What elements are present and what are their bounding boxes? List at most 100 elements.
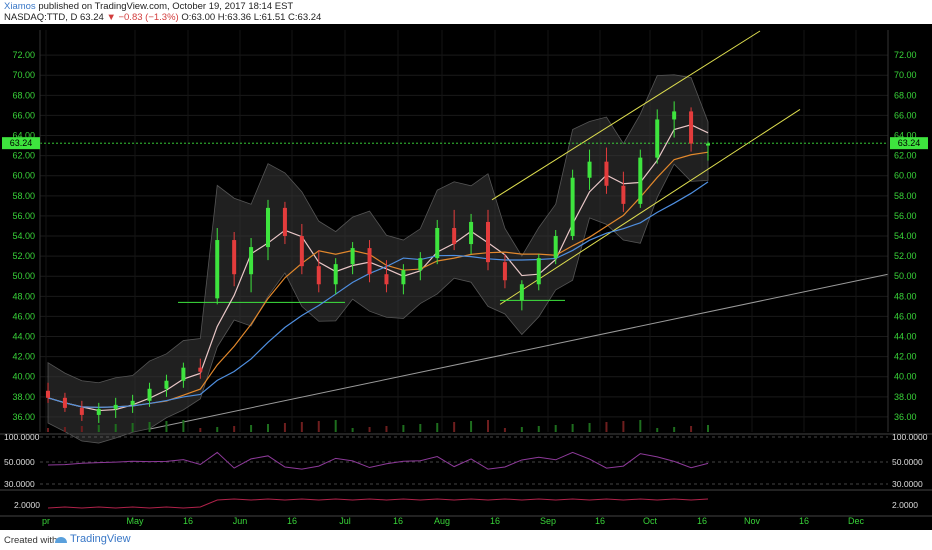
volume-bar (605, 422, 608, 432)
candle-body (621, 185, 626, 204)
rsi-line (47, 451, 709, 470)
candle-body (316, 266, 321, 285)
volume-bar (351, 428, 354, 432)
candle-body (215, 240, 220, 299)
price-tick-label-right: 72.00 (894, 50, 917, 60)
time-tick-label: Dec (848, 516, 865, 526)
channel-upper-line (491, 30, 761, 201)
volume-bar (199, 428, 202, 432)
volume-bar (216, 427, 219, 432)
candle-body (587, 161, 592, 178)
price-tick-label-left: 64.00 (12, 131, 35, 141)
candle-body (266, 207, 270, 248)
volume-bar (487, 420, 489, 432)
volume-bar (503, 428, 506, 432)
candle-body (604, 161, 609, 186)
price-tick-label-right: 64.00 (894, 131, 917, 141)
low-value: L:61.51 (253, 12, 286, 23)
volume-bar (537, 426, 540, 432)
price-tick-label-left: 52.00 (12, 251, 35, 261)
candle-body (536, 258, 541, 285)
volume-bars (47, 420, 709, 432)
time-tick-label: 16 (595, 516, 605, 526)
candle-body (519, 284, 524, 301)
price-tick-label-right: 68.00 (894, 90, 917, 100)
candle-body (232, 240, 237, 275)
volume-bar (419, 424, 422, 432)
candle-body (367, 248, 372, 275)
price-tick-label-left: 72.00 (12, 50, 35, 60)
candle-body (147, 388, 152, 401)
price-tick-label-right: 60.00 (894, 171, 917, 181)
price-tick-label-right: 66.00 (894, 110, 917, 120)
last-price-tag-label-right: 63.24 (898, 138, 921, 148)
volume-bar (656, 428, 659, 432)
tradingview-brand[interactable]: TradingView (70, 533, 131, 545)
price-axes: 72.00 72.00 70.00 70.00 68.00 68.00 66.00 66.00… (2, 30, 928, 432)
chart-footer: Created with TradingView (0, 530, 932, 550)
candle-body (689, 111, 694, 144)
volume-bar (707, 425, 709, 432)
price-tick-label-right: 56.00 (894, 211, 917, 221)
price-tick-label-right: 38.00 (894, 392, 917, 402)
time-tick-label: Oct (643, 516, 658, 526)
candle-body (384, 274, 389, 285)
volume-bar (436, 423, 439, 432)
candle-body (401, 270, 406, 285)
volume-bar (47, 428, 49, 432)
ohlc-line: NASDAQ:TTD, D 63.24 ▼ −0.83 (−1.3%) O:63… (4, 12, 321, 23)
candle-body (130, 400, 135, 405)
volume-bar (283, 423, 286, 432)
volume-bar (690, 426, 693, 432)
candle-body (113, 404, 118, 409)
price-tick-label-right: 70.00 (894, 70, 917, 80)
volume-bar (63, 427, 66, 432)
price-tick-label-right: 48.00 (894, 291, 917, 301)
candle-body (469, 221, 474, 245)
price-tick-label-right: 42.00 (894, 352, 917, 362)
rsi-tick-label-left: 50.0000 (4, 457, 35, 467)
volume-bar (453, 422, 456, 432)
candle-body (333, 264, 338, 285)
publish-line: Xiamos published on TradingView.com, Oct… (4, 1, 293, 12)
price-tick-label-right: 46.00 (894, 311, 917, 321)
price-tick-label-left: 68.00 (12, 90, 35, 100)
volume-bar (182, 420, 185, 432)
price-tick-label-right: 52.00 (894, 251, 917, 261)
volume-bar (233, 426, 236, 432)
price-tick-label-left: 48.00 (12, 291, 35, 301)
time-tick-label: Jul (339, 516, 351, 526)
author-link[interactable]: Xiamos (4, 1, 36, 12)
price-chart[interactable]: 72.00 72.00 70.00 70.00 68.00 68.00 66.00 66.00… (0, 24, 932, 530)
drawings (40, 30, 889, 430)
candle-body (62, 397, 67, 408)
volume-bar (300, 422, 303, 432)
rsi-tick-label-left: 30.0000 (4, 479, 35, 489)
price-tick-label-right: 40.00 (894, 372, 917, 382)
volume-bar (80, 426, 83, 432)
volume-bar (267, 424, 269, 432)
price-tick-label-left: 56.00 (12, 211, 35, 221)
time-axis: pr May 16 Jun 16 Jul 16 Aug 16 Sep 16 Oct 16 Nov 16 Dec (42, 516, 865, 526)
price-tick-label-left: 40.00 (12, 372, 35, 382)
change-value: ▼ −0.83 (−1.3%) (106, 12, 179, 23)
price-tick-label-right: 62.00 (894, 151, 917, 161)
price-tick-label-left: 46.00 (12, 311, 35, 321)
volume-bar (385, 426, 388, 432)
sma-slow-line (47, 181, 709, 408)
time-tick-label: 16 (490, 516, 500, 526)
indicator-panes: 100.0000 100.0000 50.0000 50.0000 30.0000 30.… (0, 432, 932, 517)
price-tick-label-right: 36.00 (894, 412, 917, 422)
time-tick-label: Jun (233, 516, 248, 526)
last-price-tag-right (890, 137, 928, 150)
tradingview-logo-icon (55, 537, 67, 543)
last-price-tag-label-left: 63.24 (10, 138, 33, 148)
time-tick-label: pr (42, 516, 50, 526)
volume-bar (250, 425, 253, 432)
price-tick-label-left: 66.00 (12, 110, 35, 120)
price-tick-label-right: 44.00 (894, 332, 917, 342)
volume-bar (571, 424, 574, 432)
created-with-text: Created with (4, 535, 58, 546)
rsi-tick-label-right: 50.0000 (892, 457, 923, 467)
volume-bar (165, 421, 168, 432)
